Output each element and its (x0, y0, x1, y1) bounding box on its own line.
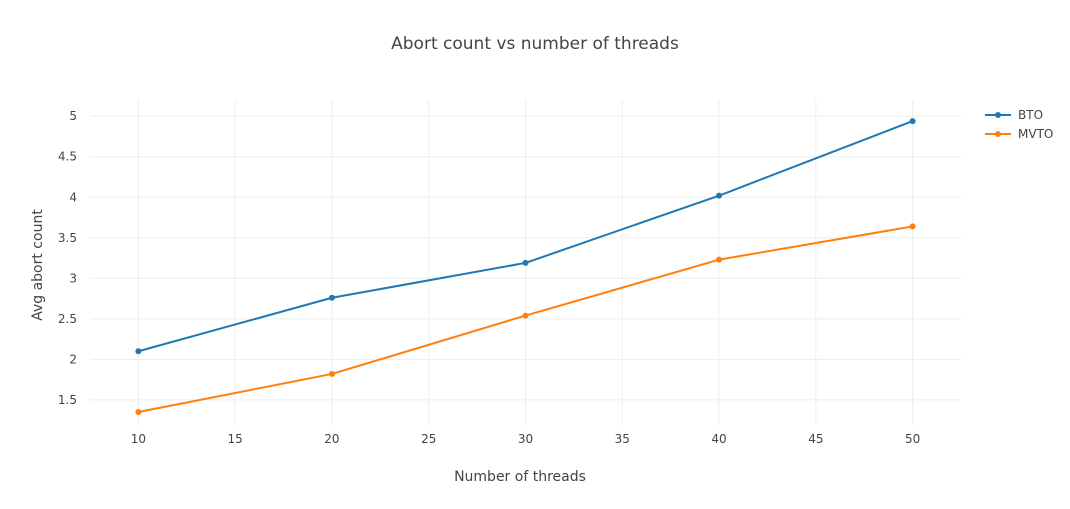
data-point-bto (522, 259, 529, 266)
x-tick-label: 20 (324, 432, 339, 446)
data-point-bto (909, 118, 916, 125)
legend-marker-bto (995, 112, 1001, 118)
series-mvto (135, 223, 916, 416)
y-tick-label: 4.5 (58, 150, 77, 164)
y-tick-label: 2 (69, 352, 77, 366)
x-axis-title: Number of threads (454, 469, 586, 485)
legend-label-mvto: MVTO (1018, 127, 1053, 141)
data-point-mvto (522, 312, 529, 319)
data-point-mvto (135, 409, 142, 416)
x-tick-label: 15 (228, 432, 243, 446)
series-layer (135, 118, 916, 416)
y-tick-label: 2.5 (58, 312, 77, 326)
series-bto (135, 118, 916, 355)
data-point-mvto (716, 256, 723, 263)
x-tick-label: 25 (421, 432, 436, 446)
x-tick-label: 40 (711, 432, 726, 446)
data-point-bto (328, 294, 335, 301)
x-tick-label: 30 (518, 432, 533, 446)
y-tick-labels: 1.5 2 2.5 3 3.5 4 4.5 5 (58, 109, 77, 407)
y-axis-title: Avg abort count (30, 209, 46, 321)
data-point-mvto (328, 370, 335, 377)
legend-item-bto[interactable]: BTO (985, 108, 1043, 122)
y-tick-label: 1.5 (58, 393, 77, 407)
y-tick-label: 3.5 (58, 231, 77, 245)
y-gridlines (90, 115, 961, 401)
legend: BTO MVTO (985, 108, 1053, 141)
x-tick-label: 45 (808, 432, 823, 446)
data-point-bto (716, 192, 723, 199)
data-point-mvto (909, 223, 916, 230)
y-tick-label: 4 (69, 190, 77, 204)
y-tick-label: 5 (69, 109, 77, 123)
y-tick-label: 3 (69, 271, 77, 285)
data-point-bto (135, 348, 142, 355)
x-tick-label: 50 (905, 432, 920, 446)
chart-title: Abort count vs number of threads (391, 34, 679, 54)
x-tick-label: 35 (615, 432, 630, 446)
legend-item-mvto[interactable]: MVTO (985, 127, 1053, 141)
x-tick-labels: 10 15 20 25 30 35 40 45 50 (131, 432, 921, 446)
x-tick-label: 10 (131, 432, 146, 446)
legend-marker-mvto (995, 131, 1001, 137)
legend-label-bto: BTO (1018, 108, 1043, 122)
